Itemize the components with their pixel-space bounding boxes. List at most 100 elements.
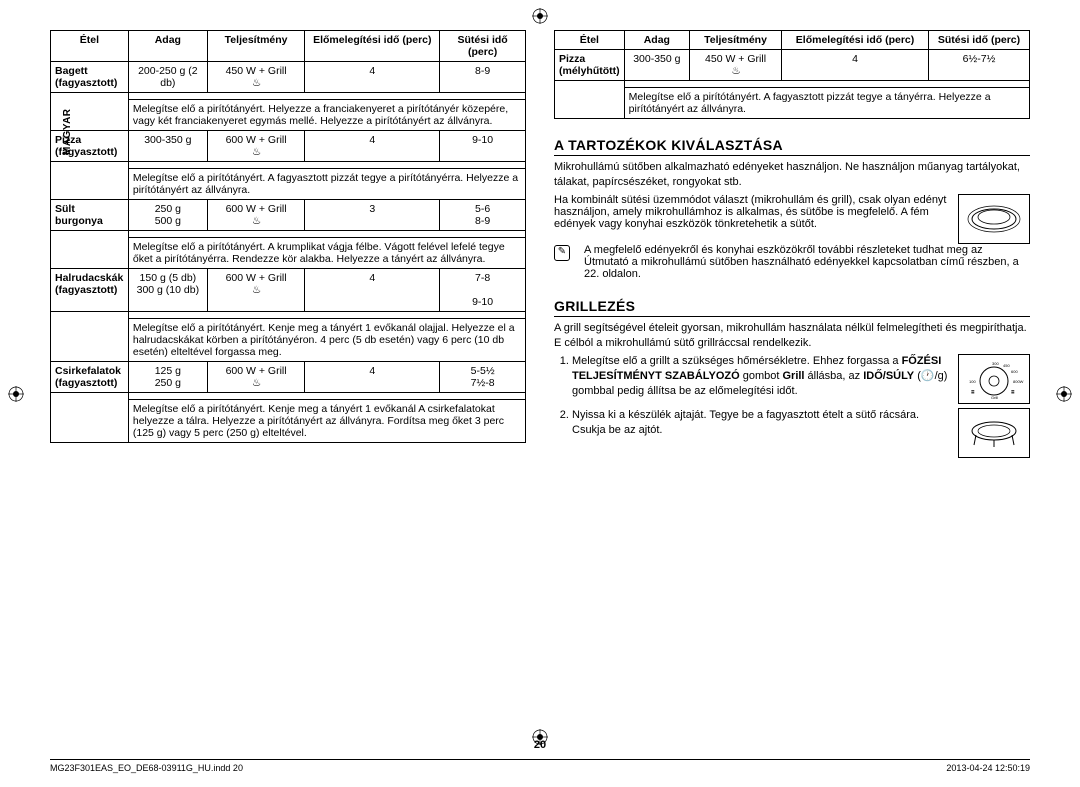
cell-adag: 150 g (5 db)300 g (10 db) [128,269,207,312]
table-row-javaslatok-head [51,393,526,400]
th-adag: Adag [128,31,207,62]
cell-javaslatok-label [128,393,525,400]
cell-tip: Melegítse elő a pirítótányért. A krumpli… [128,238,525,269]
th-sutesi: Sütési idő (perc) [440,31,526,62]
svg-text:100: 100 [969,379,976,384]
svg-text:䷀: ䷀ [1011,389,1015,394]
cell-javaslatok-label [128,312,525,319]
cell-sut: 6½-7½ [929,50,1030,81]
cell-adag: 125 g250 g [128,362,207,393]
cell-elom: 3 [305,200,440,231]
svg-text:300: 300 [992,361,999,366]
accessories-note: A megfelelő edényekről és konyhai eszköz… [584,244,1030,280]
table-header-row: Étel Adag Teljesítmény Előmelegítési idő… [51,31,526,62]
section-grill-title: GRILLEZÉS [554,298,1030,317]
table-row-javaslatok-head [51,312,526,319]
table-row: Bagett(fagyasztott)200-250 g (2 db)450 W… [51,62,526,93]
cell-sut: 9-10 [440,131,526,162]
step2-text: Nyissa ki a készülék ajtaját. Tegye be a… [572,408,950,438]
cooking-table-left: Étel Adag Teljesítmény Előmelegítési idő… [50,30,526,443]
cooking-table-right: Étel Adag Teljesítmény Előmelegítési idő… [554,30,1030,119]
cell-elom: 4 [305,269,440,312]
cell-name: Halrudacskák(fagyasztott) [51,269,129,312]
table-row-javaslatok-head [555,81,1030,88]
svg-text:600: 600 [1011,369,1018,374]
cell-tip: Melegítse elő a pirítótányért. Kenje meg… [128,319,525,362]
th-adag: Adag [624,31,689,50]
table-row: Pizza(fagyasztott)300-350 g600 W + Grill… [51,131,526,162]
accessories-p1: Mikrohullámú sütőben alkalmazható edénye… [554,160,1030,190]
cell-elom: 4 [782,50,929,81]
th-elom: Előmelegítési idő (perc) [782,31,929,50]
svg-text:800W: 800W [1013,379,1024,384]
cell-adag: 200-250 g (2 db) [128,62,207,93]
footer-timestamp: 2013-04-24 12:50:19 [946,763,1030,773]
cell-spacer [51,312,129,362]
cell-spacer [51,231,129,269]
cell-adag: 250 g500 g [128,200,207,231]
cell-adag: 300-350 g [128,131,207,162]
th-etel: Étel [51,31,129,62]
cell-tip: Melegítse elő a pirítótányért. Kenje meg… [128,400,525,443]
page-number: 20 [0,739,1080,751]
svg-text:䷀: ䷀ [971,389,975,394]
right-column: Étel Adag Teljesítmény Előmelegítési idő… [554,30,1030,462]
section-accessories-title: A TARTOZÉKOK KIVÁLASZTÁSA [554,137,1030,156]
cell-sut: 7-89-10 [440,269,526,312]
cell-javaslatok-label [624,81,1029,88]
cell-name: Bagett(fagyasztott) [51,62,129,93]
th-etel: Étel [555,31,625,50]
cell-javaslatok-label [128,162,525,169]
cell-spacer [555,81,625,119]
step1-part-a: Melegítse elő a grillt a szükséges hőmér… [572,355,902,367]
cell-telj: 600 W + Grill♨ [207,200,305,231]
cookware-illustration [958,194,1030,244]
accessories-p2: Ha kombinált sütési üzemmódot választ (m… [554,194,950,230]
grill-step-2: Nyissa ki a készülék ajtaját. Tegye be a… [572,408,1030,458]
step1-bold3: IDŐ/SÚLY [863,370,914,382]
cell-telj: 450 W + Grill♨ [207,62,305,93]
cell-spacer [51,162,129,200]
svg-text:Grill: Grill [991,395,998,400]
registration-mark-left [8,386,24,402]
table-row-javaslatok-head [51,162,526,169]
table-row-javaslatok-head [51,93,526,100]
table-row: Halrudacskák(fagyasztott)150 g (5 db)300… [51,269,526,312]
table-header-row: Étel Adag Teljesítmény Előmelegítési idő… [555,31,1030,50]
cell-javaslatok-label [128,231,525,238]
cell-elom: 4 [305,131,440,162]
page-content: Étel Adag Teljesítmény Előmelegítési idő… [0,0,1080,482]
grill-p1: A grill segítségével ételeit gyorsan, mi… [554,321,1030,351]
cell-telj: 600 W + Grill♨ [207,269,305,312]
footer: MG23F301EAS_EO_DE68-03911G_HU.indd 20 20… [50,759,1030,773]
table-row: Sült burgonya250 g500 g600 W + Grill♨35-… [51,200,526,231]
accessories-row: Ha kombinált sütési üzemmódot választ (m… [554,194,1030,244]
cell-tip: Melegítse elő a pirítótányért. A fagyasz… [624,88,1029,119]
cell-telj: 450 W + Grill♨ [690,50,782,81]
table-row: Pizza(mélyhűtött)300-350 g450 W + Grill♨… [555,50,1030,81]
th-sutesi: Sütési idő (perc) [929,31,1030,50]
step1-part-b: gombot [740,370,783,382]
cell-elom: 4 [305,62,440,93]
registration-mark-right [1056,386,1072,402]
footer-filename: MG23F301EAS_EO_DE68-03911G_HU.indd 20 [50,763,243,773]
cell-spacer [51,393,129,443]
step1-bold2: Grill [782,370,804,382]
svg-text:450: 450 [1003,363,1010,368]
note-icon: ✎ [554,245,570,261]
cell-javaslatok-label [128,93,525,100]
cell-sut: 8-9 [440,62,526,93]
cell-tip: Melegítse elő a pirítótányért. A fagyasz… [128,169,525,200]
cell-name: Pizza(mélyhűtött) [555,50,625,81]
table-row-javaslatok: Melegítse elő a pirítótányért. A fagyasz… [555,88,1030,119]
table-row: Csirkefalatok(fagyasztott)125 g250 g600 … [51,362,526,393]
left-column: Étel Adag Teljesítmény Előmelegítési idő… [50,30,526,462]
cell-telj: 600 W + Grill♨ [207,131,305,162]
th-telj: Teljesítmény [690,31,782,50]
cell-sut: 5-5½7½-8 [440,362,526,393]
cell-elom: 4 [305,362,440,393]
cell-telj: 600 W + Grill♨ [207,362,305,393]
grill-steps: Melegítse elő a grillt a szükséges hőmér… [554,354,1030,458]
accessories-note-row: ✎ A megfelelő edényekről és konyhai eszk… [554,244,1030,280]
table-row-javaslatok-head [51,231,526,238]
